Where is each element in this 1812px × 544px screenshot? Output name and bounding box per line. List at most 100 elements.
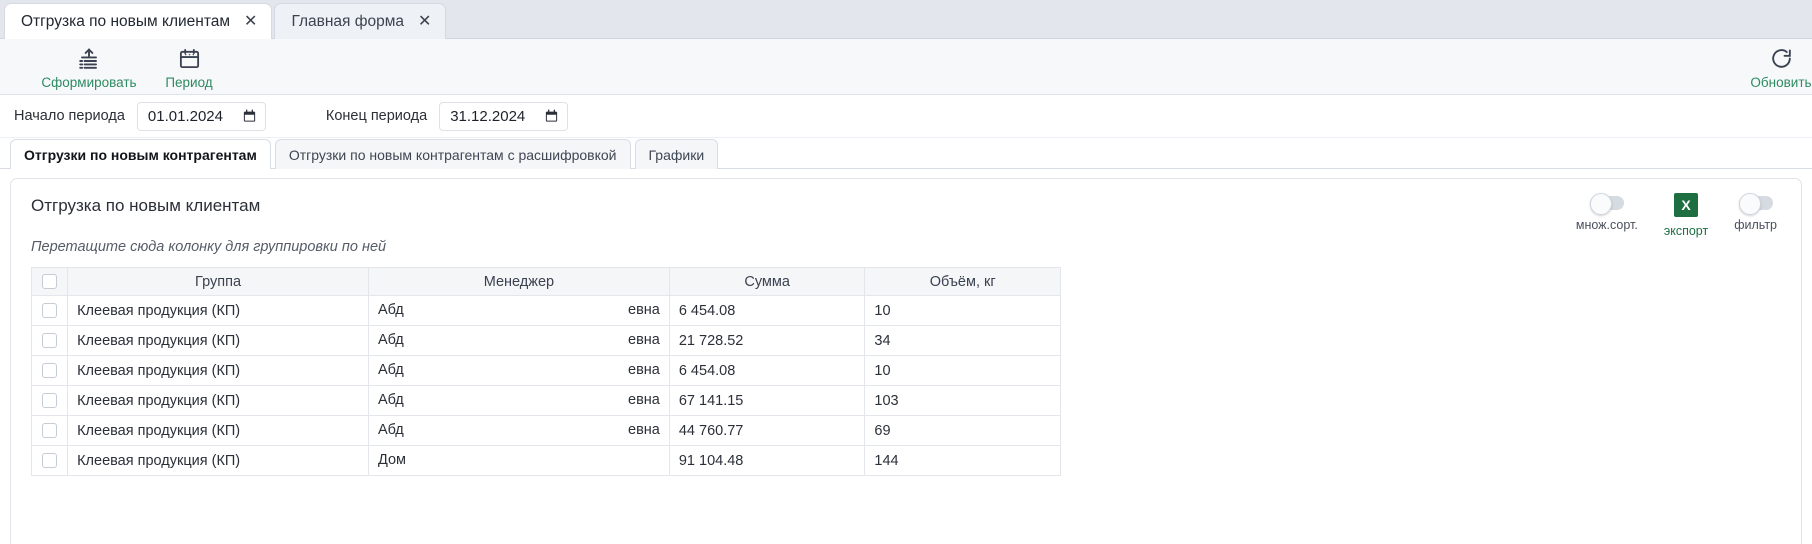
redaction-mask — [408, 296, 617, 325]
window-tab-bar: Отгрузка по новым клиентам ✕ Главная фор… — [0, 0, 1812, 39]
cell-manager: Абд евна — [367, 385, 670, 416]
row-select-cell[interactable] — [30, 355, 69, 386]
multisort-toggle[interactable]: множ.сорт. — [1576, 193, 1638, 232]
tab-shipments-by-new-counterparties[interactable]: Отгрузки по новым контрагентам — [10, 139, 271, 169]
window-tab-main-form[interactable]: Главная форма ✕ — [274, 3, 447, 39]
table-row[interactable]: Клеевая продукция (КП) Дом 91 104.48 144 — [30, 445, 1061, 476]
cell-group: Клеевая продукция (КП) — [67, 385, 369, 416]
tab-shipments-by-new-counterparties-detailed[interactable]: Отгрузки по новым контрагентам с расшифр… — [274, 139, 631, 169]
window-tab-label: Отгрузка по новым клиентам — [21, 12, 231, 30]
ribbon-right-group: Обновить — [1744, 44, 1812, 90]
refresh-icon — [1769, 46, 1794, 72]
period-start-input[interactable]: 01.01.2024 — [136, 101, 266, 131]
manager-prefix: Абд — [377, 302, 404, 318]
row-select-cell[interactable] — [30, 385, 69, 416]
window-tab-shipments[interactable]: Отгрузка по новым клиентам ✕ — [4, 3, 273, 39]
manager-suffix: евна — [628, 302, 660, 318]
column-header-sum[interactable]: Сумма — [668, 267, 866, 296]
grid-table: Группа Менеджер Сумма Объём, кг Клеевая … — [30, 267, 1061, 476]
cell-sum: 44 760.77 — [668, 415, 866, 446]
manager-suffix: евна — [628, 392, 660, 408]
row-select-cell[interactable] — [30, 445, 69, 476]
period-end-input[interactable]: 31.12.2024 — [439, 101, 569, 131]
calendar-icon[interactable] — [242, 108, 257, 124]
cell-sum: 6 454.08 — [668, 355, 866, 386]
excel-icon[interactable]: X — [1674, 193, 1699, 217]
manager-prefix: Абд — [377, 392, 404, 408]
window-tab-label: Главная форма — [291, 12, 405, 30]
cell-group: Клеевая продукция (КП) — [67, 445, 369, 476]
table-row[interactable]: Клеевая продукция (КП) Абд евна 44 760.7… — [30, 415, 1061, 446]
close-icon[interactable]: ✕ — [418, 12, 432, 30]
cell-manager: Абд евна — [367, 355, 670, 386]
row-checkbox[interactable] — [42, 333, 58, 348]
tab-label: Отгрузки по новым контрагентам — [24, 146, 257, 163]
redaction-mask — [408, 416, 617, 445]
cell-manager: Абд евна — [367, 325, 670, 356]
cell-volume: 34 — [864, 325, 1061, 356]
data-grid: Группа Менеджер Сумма Объём, кг Клеевая … — [11, 267, 1801, 476]
table-row[interactable]: Клеевая продукция (КП) Абд евна 6 454.08… — [30, 295, 1061, 326]
tab-charts[interactable]: Графики — [634, 139, 719, 169]
cell-volume: 10 — [864, 295, 1061, 326]
publish-list-icon — [77, 46, 101, 72]
cell-volume: 10 — [864, 355, 1061, 386]
cell-group: Клеевая продукция (КП) — [67, 355, 369, 386]
cell-group: Клеевая продукция (КП) — [67, 325, 369, 356]
table-row[interactable]: Клеевая продукция (КП) Абд евна 21 728.5… — [30, 325, 1061, 356]
row-checkbox[interactable] — [42, 393, 58, 408]
ribbon-left-group: Сформировать Период — [12, 44, 232, 90]
period-filter-row: Начало периода 01.01.2024 Конец периода … — [0, 95, 1812, 138]
select-all-header[interactable] — [30, 267, 69, 296]
cell-sum: 21 728.52 — [668, 325, 866, 356]
period-start-value: 01.01.2024 — [147, 107, 223, 125]
manager-prefix: Абд — [377, 362, 404, 378]
select-all-checkbox[interactable] — [42, 274, 58, 289]
refresh-button[interactable]: Обновить — [1744, 44, 1812, 90]
toggle-switch[interactable] — [1589, 193, 1624, 215]
cell-manager: Абд евна — [367, 295, 670, 326]
group-by-dropzone[interactable]: Перетащите сюда колонку для группировки … — [31, 239, 387, 255]
column-header-manager[interactable]: Менеджер — [367, 267, 670, 296]
close-icon[interactable]: ✕ — [244, 12, 258, 30]
row-checkbox[interactable] — [42, 423, 58, 438]
tab-label: Отгрузки по новым контрагентам с расшифр… — [288, 146, 617, 163]
cell-volume: 144 — [864, 445, 1061, 476]
table-row[interactable]: Клеевая продукция (КП) Абд евна 6 454.08… — [30, 355, 1061, 386]
redaction-mask — [408, 386, 617, 415]
row-select-cell[interactable] — [30, 295, 69, 326]
page-title: Отгрузка по новым клиентам — [31, 196, 261, 215]
cell-manager: Абд евна — [367, 415, 670, 446]
export-excel-button[interactable]: X экспорт — [1664, 193, 1708, 238]
header-row: Группа Менеджер Сумма Объём, кг — [30, 267, 1061, 296]
tab-label: Графики — [648, 146, 705, 163]
calendar-icon[interactable] — [544, 108, 559, 124]
filter-toggle[interactable]: фильтр — [1734, 193, 1777, 232]
manager-prefix: Абд — [377, 332, 404, 348]
period-button[interactable]: Период — [146, 44, 232, 90]
toggle-switch[interactable] — [1738, 193, 1773, 215]
report-tab-bar: Отгрузки по новым контрагентам Отгрузки … — [0, 138, 1812, 169]
grid-body: Клеевая продукция (КП) Абд евна 6 454.08… — [30, 295, 1061, 476]
manager-prefix: Дом — [377, 452, 406, 468]
calendar-icon — [178, 46, 201, 72]
redaction-mask — [408, 326, 617, 355]
row-checkbox[interactable] — [42, 453, 58, 468]
row-select-cell[interactable] — [30, 325, 69, 356]
row-checkbox[interactable] — [42, 363, 58, 378]
manager-prefix: Абд — [377, 422, 404, 438]
period-start-label: Начало периода — [14, 108, 125, 124]
cell-group: Клеевая продукция (КП) — [67, 295, 369, 326]
column-header-volume[interactable]: Объём, кг — [864, 267, 1061, 296]
cell-group: Клеевая продукция (КП) — [67, 415, 369, 446]
row-select-cell[interactable] — [30, 415, 69, 446]
column-header-group[interactable]: Группа — [67, 267, 369, 296]
table-row[interactable]: Клеевая продукция (КП) Абд евна 67 141.1… — [30, 385, 1061, 416]
report-panel: Отгрузка по новым клиентам множ.сорт. X … — [10, 178, 1802, 544]
filter-label: фильтр — [1734, 218, 1777, 232]
row-checkbox[interactable] — [42, 303, 58, 318]
export-label: экспорт — [1663, 224, 1709, 238]
cell-sum: 91 104.48 — [668, 445, 866, 476]
panel-tools: множ.сорт. X экспорт фильтр — [1576, 193, 1783, 238]
generate-button[interactable]: Сформировать — [41, 44, 137, 90]
